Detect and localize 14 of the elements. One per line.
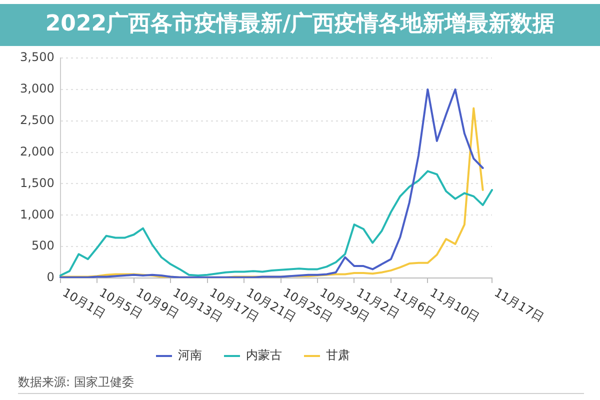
- y-tick-label: 3,500: [20, 50, 54, 64]
- legend-label: 甘肃: [326, 348, 350, 362]
- y-tick-label: 2,500: [20, 112, 54, 127]
- y-tick-label: 2,000: [20, 144, 54, 158]
- y-tick-label: 3,000: [20, 82, 54, 96]
- legend-label: 内蒙古: [246, 348, 282, 362]
- source-note: 数据来源: 国家卫健委: [18, 375, 134, 390]
- x-tick-label: 11月17日: [492, 285, 546, 325]
- y-tick-label: 1,500: [20, 176, 54, 190]
- y-tick-label: 500: [31, 238, 54, 253]
- y-tick-label: 0: [46, 270, 54, 284]
- legend-label: 河南: [178, 348, 202, 362]
- chart-title: 2022广西各市疫情最新/广西疫情各地新增最新数据: [45, 10, 555, 37]
- y-tick-label: 1,000: [20, 207, 54, 222]
